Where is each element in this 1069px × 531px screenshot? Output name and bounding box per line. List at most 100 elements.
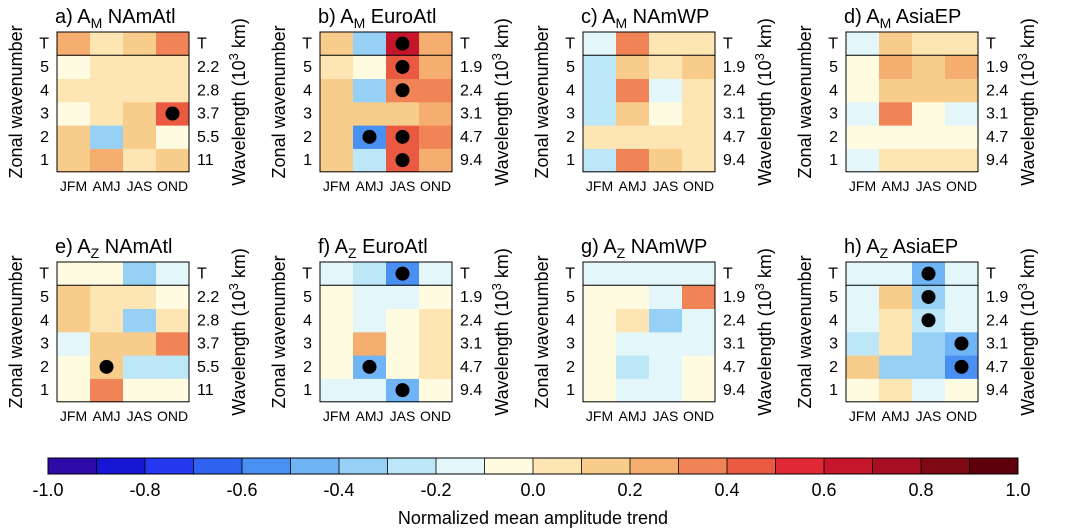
y-tick-label: 5 <box>566 289 575 306</box>
y-axis-label: Zonal wavenumber <box>6 255 26 408</box>
heatmap-cell <box>57 355 91 379</box>
heatmap-cell <box>879 285 913 309</box>
y-tick-label: 1 <box>40 382 49 399</box>
panel-frame <box>56 31 190 173</box>
heatmap-cell <box>320 355 354 379</box>
x-tick-label: AMJ <box>882 178 910 194</box>
wavelength-label: 3.1 <box>460 336 482 353</box>
x-tick-label: OND <box>157 408 188 424</box>
significance-dot <box>395 36 410 51</box>
heatmap-cell <box>353 285 387 309</box>
heatmap-cell <box>682 262 716 286</box>
heatmap-cell <box>419 355 453 379</box>
heatmap-cell <box>649 148 683 173</box>
panel-title: b) AM EuroAtl <box>318 6 436 31</box>
heatmap-cell <box>386 355 420 379</box>
wavelength-label: 3.7 <box>197 336 219 353</box>
heatmap-cell <box>616 308 650 333</box>
colorbar-segment <box>921 458 970 474</box>
wavelength-label: T <box>986 36 996 53</box>
heatmap-cell <box>156 285 190 309</box>
y-tick-label: T <box>565 36 575 53</box>
heatmap-cell <box>123 101 157 126</box>
heatmap-cell <box>879 378 913 403</box>
wavelength-label: 9.4 <box>723 152 745 169</box>
colorbar-segment <box>824 458 873 474</box>
colorbar-segment <box>339 458 388 474</box>
x-tick-label: OND <box>420 408 451 424</box>
heatmap-cell <box>682 78 716 103</box>
y-tick-label: 4 <box>829 312 838 329</box>
wavelength-label: 9.4 <box>460 152 482 169</box>
heatmap-cell <box>846 262 880 286</box>
wavelength-label: 4.7 <box>723 359 745 376</box>
colorbar-tick-label: -1.0 <box>32 480 63 500</box>
wavelength-label: 4.7 <box>986 129 1008 146</box>
y-axis-label-right: Wavelength (103 km) <box>1015 18 1038 186</box>
heatmap-cell <box>320 331 354 356</box>
y-tick-label: T <box>565 266 575 283</box>
heatmap-cell <box>945 262 979 286</box>
heatmap-cell <box>616 148 650 173</box>
x-tick-label: JFM <box>586 408 613 424</box>
colorbar-tick-label: -0.8 <box>129 480 160 500</box>
heatmap-cell <box>945 148 979 173</box>
y-tick-label: 3 <box>566 106 575 123</box>
y-tick-label: 4 <box>566 312 575 329</box>
x-tick-label: JAS <box>127 408 153 424</box>
significance-dot <box>395 129 410 144</box>
heatmap-cell <box>945 32 979 56</box>
x-tick-label: JAS <box>916 408 942 424</box>
colorbar-segment <box>630 458 679 474</box>
colorbar-segment <box>436 458 485 474</box>
heatmap-cell <box>419 262 453 286</box>
y-tick-label: 3 <box>303 106 312 123</box>
wavelength-label: 9.4 <box>723 382 745 399</box>
wavelength-label: 9.4 <box>460 382 482 399</box>
y-tick-label: 5 <box>303 59 312 76</box>
colorbar-segment <box>290 458 340 474</box>
panel-title: f) AZ EuroAtl <box>318 236 428 261</box>
heatmap-cell <box>649 308 683 333</box>
panel-c: c) AM NAmWP 1 2 3 4 5 T 9.4 4.7 3.1 2.4 1.9 T JFM AMJ J… <box>532 6 775 194</box>
wavelength-label: 3.1 <box>460 106 482 123</box>
heatmap-cell <box>616 285 650 309</box>
heatmap-cell <box>846 78 880 103</box>
heatmap-cell <box>583 308 617 333</box>
colorbar-segment <box>484 458 534 474</box>
heatmap-cell <box>320 101 354 126</box>
y-tick-label: T <box>302 266 312 283</box>
y-tick-label: 3 <box>566 336 575 353</box>
heatmap-cell <box>583 285 617 309</box>
x-tick-label: JFM <box>323 178 350 194</box>
heatmap-cell <box>320 32 354 56</box>
heatmap-cell <box>682 125 716 149</box>
panel-title: g) AZ NAmWP <box>581 236 707 261</box>
wavelength-label: 1.9 <box>723 289 745 306</box>
colorbar-segment <box>678 458 728 474</box>
heatmap-cell <box>649 378 683 403</box>
significance-dot <box>954 336 969 351</box>
heatmap-cell <box>616 78 650 103</box>
heatmap-cell <box>912 148 946 173</box>
heatmap-cell <box>616 101 650 126</box>
wavelength-label: 4.7 <box>986 359 1008 376</box>
wavelength-label: 5.5 <box>197 359 219 376</box>
panel-title: e) AZ NAmAtl <box>55 236 172 261</box>
heatmap-cell <box>846 125 880 149</box>
x-tick-label: JFM <box>60 178 87 194</box>
colorbar-label: Normalized mean amplitude trend <box>398 508 668 528</box>
heatmap-cell <box>90 101 124 126</box>
heatmap-cell <box>419 285 453 309</box>
heatmap-cell <box>583 125 617 149</box>
significance-dot <box>921 266 936 281</box>
x-tick-label: AMJ <box>356 178 384 194</box>
heatmap-cell <box>353 308 387 333</box>
wavelength-label: 2.4 <box>723 82 745 99</box>
heatmap-cell <box>616 378 650 403</box>
panel-frame <box>845 261 979 403</box>
heatmap-cell <box>320 262 354 286</box>
panel-title: h) AZ AsiaEP <box>844 236 958 261</box>
wavelength-label: 5.5 <box>197 129 219 146</box>
